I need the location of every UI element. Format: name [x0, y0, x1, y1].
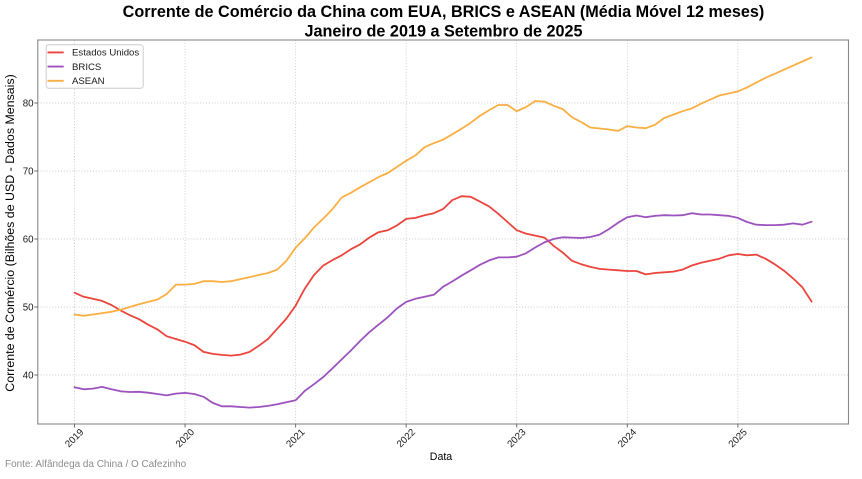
svg-text:50: 50	[23, 302, 34, 313]
svg-text:Fonte: Alfândega da China / O: Fonte: Alfândega da China / O Cafezinho	[5, 459, 187, 470]
svg-text:Corrente de Comércio (Bilhões: Corrente de Comércio (Bilhões de USD - D…	[3, 74, 17, 391]
svg-text:70: 70	[23, 166, 34, 177]
svg-text:Janeiro de 2019 a Setembro de: Janeiro de 2019 a Setembro de 2025	[304, 23, 582, 41]
svg-text:ASEAN: ASEAN	[72, 76, 105, 87]
svg-text:Estados Unidos: Estados Unidos	[72, 48, 139, 59]
svg-text:80: 80	[23, 98, 34, 109]
svg-text:Data: Data	[430, 451, 452, 463]
svg-text:Corrente de Comércio da China: Corrente de Comércio da China com EUA, B…	[123, 3, 765, 21]
svg-text:BRICS: BRICS	[72, 62, 101, 73]
svg-text:40: 40	[23, 370, 34, 381]
svg-text:60: 60	[23, 234, 34, 245]
